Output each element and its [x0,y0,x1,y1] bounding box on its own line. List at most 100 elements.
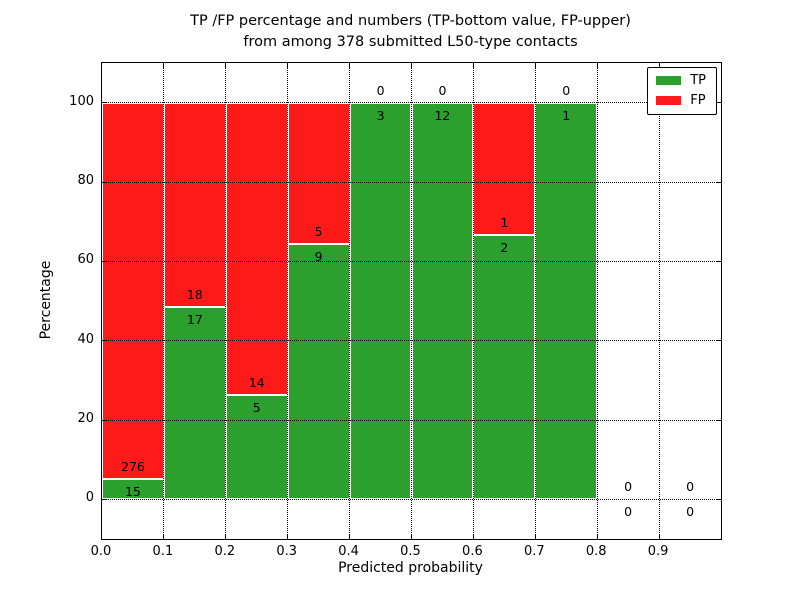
y-tick-mark [716,102,721,104]
bar-label-tp: 3 [376,107,385,123]
gridline-v [534,63,536,539]
bar-label-tp: 0 [624,504,633,520]
bar-segment-fp [102,102,164,479]
gridline-v [658,63,660,539]
x-tick-label: 0.5 [400,544,421,559]
bar-label-fp: 14 [248,374,265,390]
bar-label-fp: 5 [314,224,323,240]
bar-segment-fp [473,102,536,235]
x-tick-label: 0.3 [276,544,298,559]
x-tick-label: 0.4 [338,544,359,559]
legend-item-fp: FP [656,94,706,107]
plot-area: TP FP 276 15 18 17 14 5 5 9 0 3 0 12 1 2 0 1 0 0 0 0 [101,62,722,540]
bar-label-tp: 12 [434,107,451,123]
x-tick-labels: 0.0 0.1 0.2 0.3 0.4 0.5 0.6 0.7 0.8 0.9 [91,543,720,563]
y-tick-label: 100 [69,93,94,109]
x-tick-mark [225,63,227,68]
y-tick-label: 0 [85,490,94,506]
bar-segment-tp [225,394,288,500]
x-tick-mark [534,63,536,68]
x-tick-label: 0.0 [90,544,112,559]
x-tick-label: 0.2 [214,544,236,559]
gridline-v [163,63,165,539]
y-tick-mark [102,340,107,342]
x-tick-mark [163,63,165,68]
x-tick-mark [411,534,412,539]
x-tick-mark [287,534,289,539]
y-tick-mark [716,260,721,262]
bar-label-tp: 5 [252,399,261,415]
y-tick-mark [102,419,107,421]
bar-label-fp: 0 [624,479,633,495]
bar-segment-fp [163,102,226,307]
bar-segment-tp [287,244,350,500]
x-tick-mark [658,63,660,68]
x-tick-mark [472,534,474,539]
x-tick-mark [411,63,412,68]
bar-label-fp: 0 [686,479,695,495]
x-tick-mark [534,534,536,539]
y-tick-mark [716,419,721,421]
bar-label-fp: 0 [438,82,447,98]
gridline-v [472,63,474,539]
bar-label-fp: 276 [121,458,145,474]
x-tick-mark [658,534,660,539]
gridline-v [225,63,227,539]
bar-label-tp: 9 [314,249,323,265]
bar-label-tp: 1 [562,107,571,123]
chart-title: TP /FP percentage and numbers (TP-bottom… [101,11,720,53]
bar-label-fp: 0 [376,82,385,98]
bar-label-tp: 15 [124,483,141,499]
x-tick-mark [596,63,598,68]
x-tick-mark [225,534,227,539]
bar-segment-tp [535,102,598,500]
y-tick-mark [716,181,721,183]
y-tick-mark [716,340,721,342]
x-tick-label: 0.7 [523,544,545,559]
bar-segment-tp [473,234,536,500]
gridline-v [596,63,598,539]
y-tick-mark [102,260,107,262]
x-tick-label: 0.6 [462,544,483,559]
chart-title-line1: TP /FP percentage and numbers (TP-bottom… [190,13,631,29]
x-tick-mark [349,534,351,539]
x-tick-mark [596,534,598,539]
legend-swatch-tp [656,76,682,85]
legend-swatch-fp [656,96,682,105]
bar-segment-tp [411,102,474,500]
y-tick-label: 40 [77,331,94,347]
bar-segment-fp [225,102,288,395]
x-tick-label: 0.9 [647,544,669,559]
y-tick-label: 60 [77,252,94,268]
x-tick-mark [287,63,289,68]
y-tick-mark [102,181,107,183]
x-axis-label: Predicted probability [338,560,483,576]
y-tick-label: 20 [77,411,94,426]
chart-title-line2: from among 378 submitted L50-type contac… [243,34,578,50]
x-tick-mark [472,63,474,68]
x-tick-mark [163,534,165,539]
legend-item-tp: TP [656,74,706,87]
gridline-v [349,63,351,539]
bar-label-fp: 18 [186,286,203,302]
gridline-v [287,63,289,539]
bar-segment-tp [349,102,412,500]
gridline-v [411,63,412,539]
legend: TP FP [647,67,717,115]
y-tick-mark [102,498,107,500]
bar-label-fp: 1 [500,214,509,230]
y-tick-label: 80 [77,173,94,188]
bar-label-fp: 0 [562,82,571,98]
y-tick-mark [716,498,721,500]
x-tick-mark [349,63,351,68]
y-tick-labels: 0 20 40 60 80 100 [0,0,94,600]
legend-label: FP [690,93,706,108]
bar-label-tp: 0 [686,504,695,520]
x-tick-label: 0.8 [585,544,607,559]
bar-label-tp: 2 [500,239,509,255]
x-tick-label: 0.1 [152,544,174,559]
bar-segment-tp [163,306,226,500]
y-tick-mark [102,102,107,104]
bar-label-tp: 17 [186,311,203,327]
